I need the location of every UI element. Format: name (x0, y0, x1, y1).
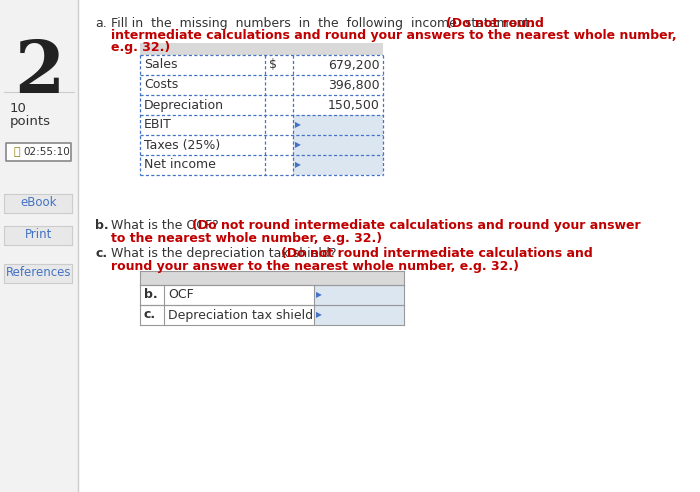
Text: ▶: ▶ (295, 121, 301, 129)
Bar (293, 115, 383, 135)
Text: References: References (6, 266, 71, 278)
Text: intermediate calculations and round your answers to the nearest whole number,: intermediate calculations and round your… (111, 29, 677, 42)
Bar (140, 271, 404, 285)
Text: e.g. 32.): e.g. 32.) (111, 41, 170, 54)
Bar (140, 43, 383, 55)
Text: Depreciation tax shield: Depreciation tax shield (168, 308, 313, 321)
Text: to the nearest whole number, e.g. 32.): to the nearest whole number, e.g. 32.) (111, 232, 382, 245)
Text: eBook: eBook (21, 195, 57, 209)
Text: 396,800: 396,800 (328, 79, 380, 92)
Text: ▶: ▶ (316, 310, 322, 319)
Text: Taxes (25%): Taxes (25%) (144, 139, 220, 152)
Text: 150,500: 150,500 (328, 98, 380, 112)
Bar (314, 285, 404, 305)
Text: OCF: OCF (168, 288, 194, 302)
Bar (6, 143, 71, 161)
Text: What is the depreciation tax shield?: What is the depreciation tax shield? (111, 247, 340, 260)
Text: ⌛: ⌛ (14, 147, 20, 157)
Text: 679,200: 679,200 (328, 59, 380, 71)
Bar (4, 226, 72, 245)
Text: 02:55:10: 02:55:10 (24, 147, 71, 157)
Text: c.: c. (144, 308, 156, 321)
Text: b.: b. (95, 219, 108, 232)
Text: a.: a. (95, 17, 106, 30)
Text: (Do not round intermediate calculations and: (Do not round intermediate calculations … (281, 247, 593, 260)
Text: 2: 2 (14, 37, 64, 108)
Text: ▶: ▶ (295, 141, 301, 150)
Text: EBIT: EBIT (144, 119, 172, 131)
Text: Net income: Net income (144, 158, 216, 172)
Text: ▶: ▶ (316, 290, 322, 300)
Bar (4, 194, 72, 213)
Text: Print: Print (25, 227, 52, 241)
Text: What is the OCF?: What is the OCF? (111, 219, 223, 232)
Text: (Do not round: (Do not round (446, 17, 544, 30)
Text: b.: b. (144, 288, 158, 302)
Text: Fill in  the  missing  numbers  in  the  following  income  statement:: Fill in the missing numbers in the follo… (111, 17, 538, 30)
Text: round your answer to the nearest whole number, e.g. 32.): round your answer to the nearest whole n… (111, 260, 519, 273)
Text: Sales: Sales (144, 59, 178, 71)
Text: points: points (10, 115, 51, 128)
Text: Depreciation: Depreciation (144, 98, 224, 112)
Text: 10: 10 (10, 102, 27, 115)
Bar (293, 155, 383, 175)
Text: $: $ (269, 59, 277, 71)
Text: c.: c. (95, 247, 107, 260)
Text: Costs: Costs (144, 79, 178, 92)
Text: ▶: ▶ (295, 160, 301, 170)
Text: (Do not round intermediate calculations and round your answer: (Do not round intermediate calculations … (192, 219, 640, 232)
Bar (4, 264, 72, 283)
Bar (293, 135, 383, 155)
Bar (314, 305, 404, 325)
Bar (0, 0, 78, 492)
